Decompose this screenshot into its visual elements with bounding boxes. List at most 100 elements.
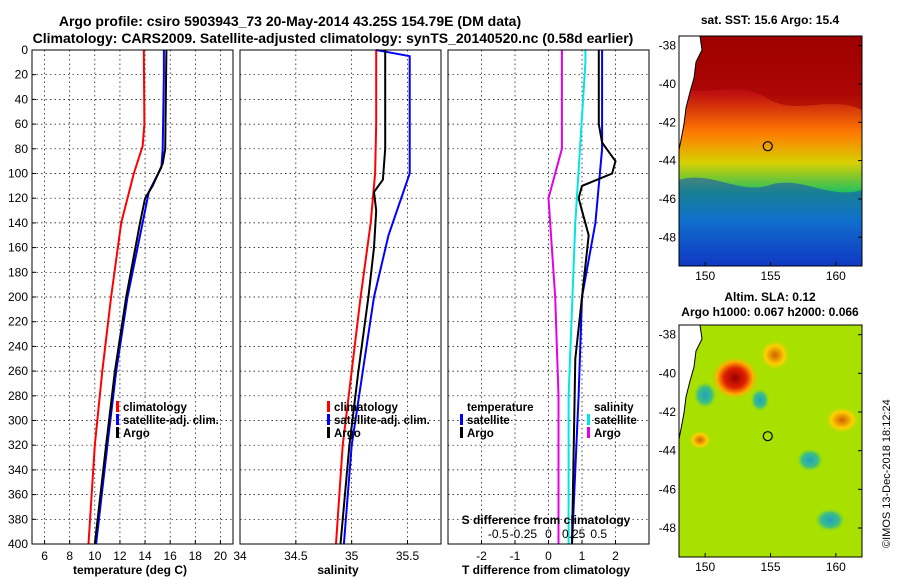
s-diff-tick-label: -0.5 xyxy=(488,527,509,541)
temperature-grid xyxy=(32,50,233,544)
map-y-tick-label: -40 xyxy=(659,366,677,380)
salinity-lines xyxy=(335,49,411,545)
difference-grid xyxy=(448,50,649,544)
sla-warm-eddy xyxy=(759,339,791,371)
x-tick-label: 1 xyxy=(579,549,586,563)
salinity-x-axis: 34 34.5 35 35.5 xyxy=(233,540,420,563)
salinity-xlabel: salinity xyxy=(317,563,359,577)
s-difference-x-axis: -0.5 -0.25 0 0.25 0.5 xyxy=(488,527,608,541)
map-y-tick-label: -46 xyxy=(659,482,677,496)
legend-s-argo-label: Argo xyxy=(594,428,621,440)
series-line xyxy=(567,50,587,544)
legend-t-argo-swatch xyxy=(460,427,463,438)
sst-land xyxy=(678,35,703,151)
sst-warm-region xyxy=(679,36,862,110)
depth-tick-label: 60 xyxy=(15,117,29,131)
map-x-tick-label: 155 xyxy=(760,269,780,283)
legend-s-argo-swatch xyxy=(587,427,590,438)
series-line xyxy=(335,50,378,545)
x-tick-label: 12 xyxy=(113,549,127,563)
legend-argo-swatch xyxy=(327,427,330,438)
x-tick-label: 8 xyxy=(66,549,73,563)
map-y-tick-label: -44 xyxy=(659,154,677,168)
sla-cold-eddy xyxy=(796,448,824,472)
temperature-lines xyxy=(87,49,168,545)
temperature-panel: 0 20 40 60 80 100 120 140 160 180 200 220 240 260 280 3… xyxy=(8,43,234,577)
s-difference-xlabel: S difference from climatology xyxy=(462,513,631,527)
depth-tick-label: 160 xyxy=(8,241,28,255)
legend-argo-label: Argo xyxy=(123,428,150,440)
x-tick-label: 0 xyxy=(545,549,552,563)
salinity-panel: 34 34.5 35 35.5 salinity climatology satell… xyxy=(233,49,442,577)
x-tick-label: 20 xyxy=(214,549,228,563)
series-line xyxy=(342,49,411,545)
series-line xyxy=(547,50,563,544)
depth-tick-label: 220 xyxy=(8,315,28,329)
depth-tick-label: 80 xyxy=(15,142,29,156)
s-diff-tick-label: 0.5 xyxy=(590,527,607,541)
depth-tick-label: 260 xyxy=(8,364,28,378)
sst-cold-region xyxy=(679,177,862,266)
depth-tick-label: 240 xyxy=(8,339,28,353)
salinity-frame xyxy=(239,49,442,545)
sst-map-title: sat. SST: 15.6 Argo: 15.4 xyxy=(701,13,840,27)
x-tick-label: 34 xyxy=(233,549,247,563)
salinity-legend: climatology satellite-adj. clim. Argo xyxy=(327,401,430,440)
x-tick-label: 35.5 xyxy=(396,549,420,563)
legend-salinity-title: salinity xyxy=(594,402,634,414)
series-line xyxy=(93,49,168,545)
map-x-tick-label: 150 xyxy=(695,560,715,574)
x-tick-label: -1 xyxy=(510,549,521,563)
legend-satellite-label: satellite-adj. clim. xyxy=(123,415,219,427)
sla-warm-eddy xyxy=(688,430,712,450)
series-line xyxy=(87,49,146,545)
legend-s-satellite-swatch xyxy=(587,414,590,425)
t-difference-x-axis: -2 -1 0 1 2 xyxy=(476,540,619,563)
sst-argo-marker xyxy=(762,141,773,152)
sla-argo-marker xyxy=(762,431,773,442)
map-x-tick-label: 155 xyxy=(760,560,780,574)
legend-satellite-label: satellite-adj. clim. xyxy=(334,415,430,427)
depth-tick-label: 140 xyxy=(8,216,28,230)
legend-temperature-title: temperature xyxy=(467,402,533,414)
map-y-tick-label: -42 xyxy=(659,115,677,129)
depth-tick-label: 280 xyxy=(8,389,28,403)
map-y-tick-label: -48 xyxy=(659,521,677,535)
sla-land xyxy=(678,324,703,440)
depth-tick-label: 200 xyxy=(8,290,28,304)
legend-s-satellite-label: satellite xyxy=(594,415,637,427)
depth-tick-label: 20 xyxy=(15,68,29,82)
legend-climatology-swatch xyxy=(327,401,330,412)
legend-t-satellite-swatch xyxy=(460,414,463,425)
sla-map-axes: 150 155 160 -38 -40 -42 -44 -46 -48 xyxy=(659,328,862,574)
map-y-tick-label: -44 xyxy=(659,444,677,458)
temperature-xlabel: temperature (deg C) xyxy=(73,563,187,577)
sst-map: sat. SST: 15.6 Argo: 15.4 150 155 160 -38 -4… xyxy=(659,13,863,283)
x-tick-label: 6 xyxy=(41,549,48,563)
difference-panel: -2 -1 0 1 2 -0.5 -0.25 0 0.25 0.5 S difference f… xyxy=(447,49,650,577)
depth-tick-label: 340 xyxy=(8,463,28,477)
map-y-tick-label: -46 xyxy=(659,192,677,206)
x-tick-label: 35 xyxy=(345,549,359,563)
s-diff-tick-label: -0.25 xyxy=(510,527,538,541)
depth-axis: 0 20 40 60 80 100 120 140 160 180 200 220 240 260 280 3… xyxy=(8,43,36,551)
s-diff-tick-label: 0 xyxy=(545,527,552,541)
legend-argo-label: Argo xyxy=(334,428,361,440)
depth-tick-label: 100 xyxy=(8,167,28,181)
series-line xyxy=(95,50,165,545)
sla-cold-eddy xyxy=(814,508,846,532)
sla-map-title: Altim. SLA: 0.12 xyxy=(724,290,816,304)
legend-argo-swatch xyxy=(116,427,119,438)
sla-warm-eddy xyxy=(824,406,860,434)
depth-tick-label: 300 xyxy=(8,414,28,428)
series-line xyxy=(571,50,617,545)
map-y-tick-label: -38 xyxy=(659,39,677,53)
title-line-2: Climatology: CARS2009. Satellite-adjuste… xyxy=(33,30,634,46)
depth-tick-label: 120 xyxy=(8,191,28,205)
map-x-tick-label: 160 xyxy=(826,269,846,283)
depth-tick-label: 320 xyxy=(8,438,28,452)
legend-t-satellite-label: satellite xyxy=(467,415,510,427)
map-y-tick-label: -40 xyxy=(659,77,677,91)
map-x-tick-label: 150 xyxy=(695,269,715,283)
series-line xyxy=(339,50,387,545)
